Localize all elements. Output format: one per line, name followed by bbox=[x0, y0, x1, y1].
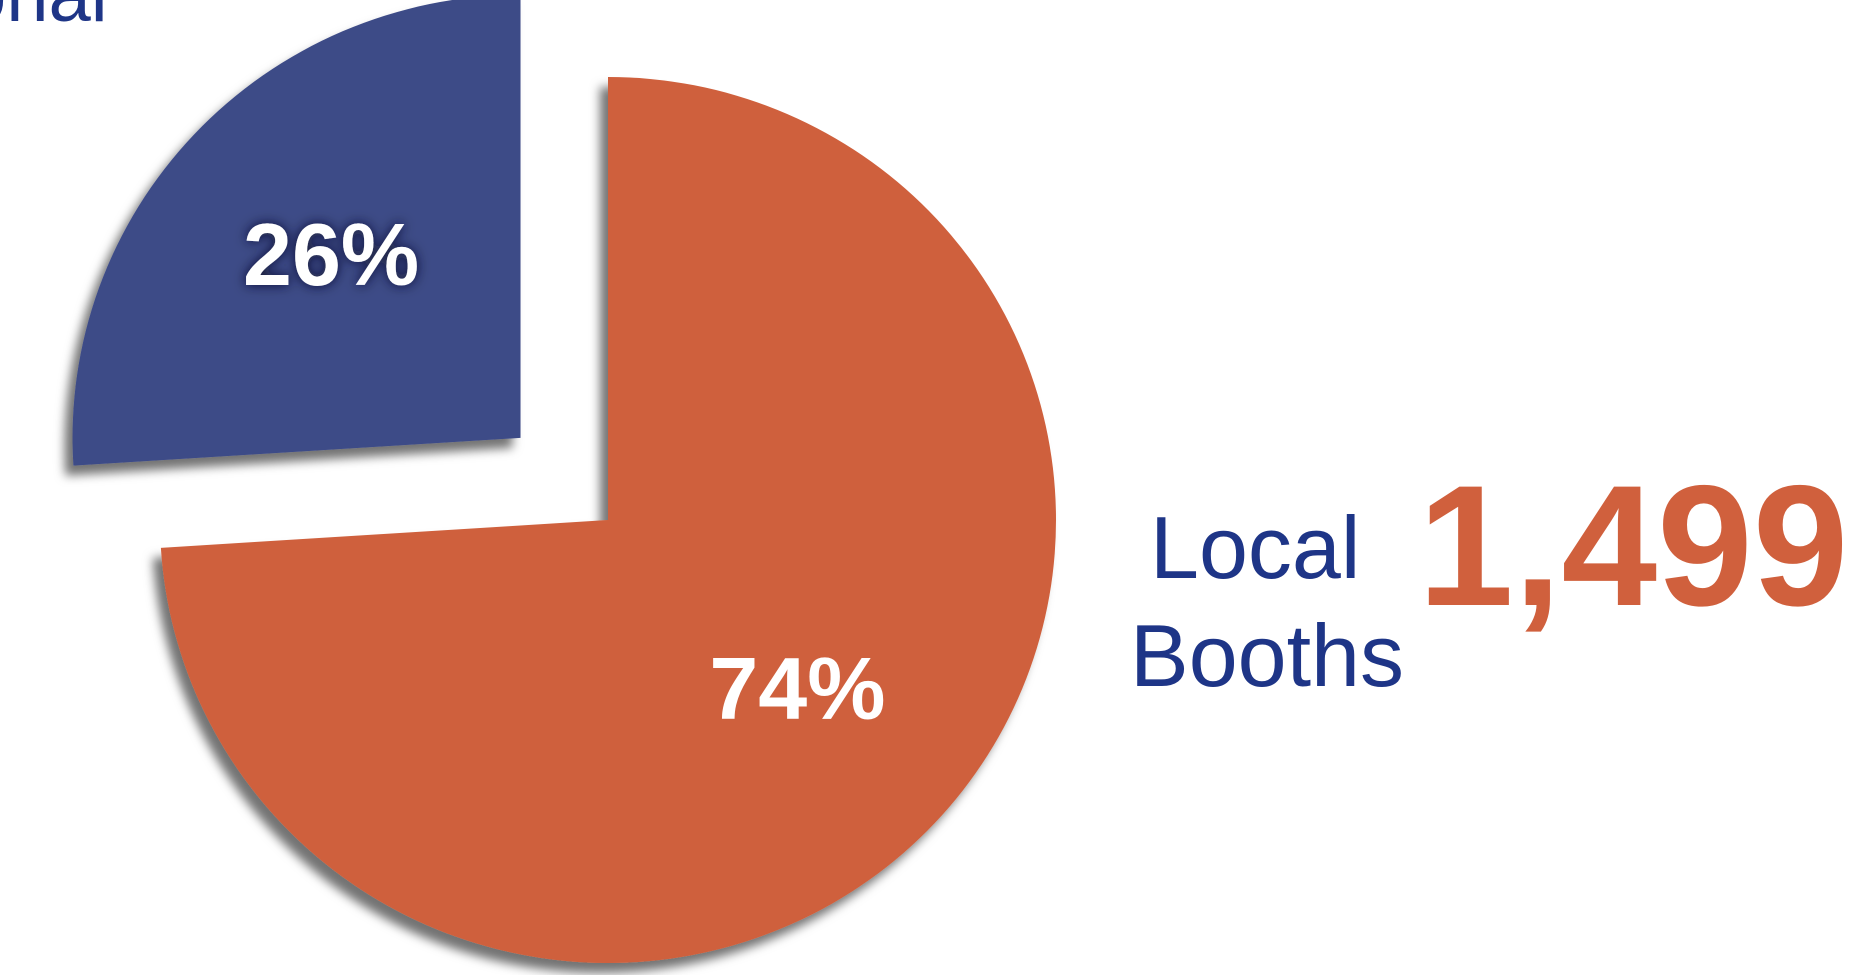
pie-slice-label-1: 26% bbox=[243, 205, 419, 304]
local-booths-count: 1,499 bbox=[1418, 450, 1849, 642]
cut-off-category-label: onal bbox=[0, 0, 108, 34]
pie-slice-1 bbox=[72, 0, 521, 466]
legend-label-booths: Booths bbox=[1130, 606, 1404, 705]
pie-slice-0 bbox=[160, 77, 1056, 963]
pie-slice-label-0: 74% bbox=[709, 639, 885, 738]
legend-label-local: Local bbox=[1150, 498, 1361, 597]
